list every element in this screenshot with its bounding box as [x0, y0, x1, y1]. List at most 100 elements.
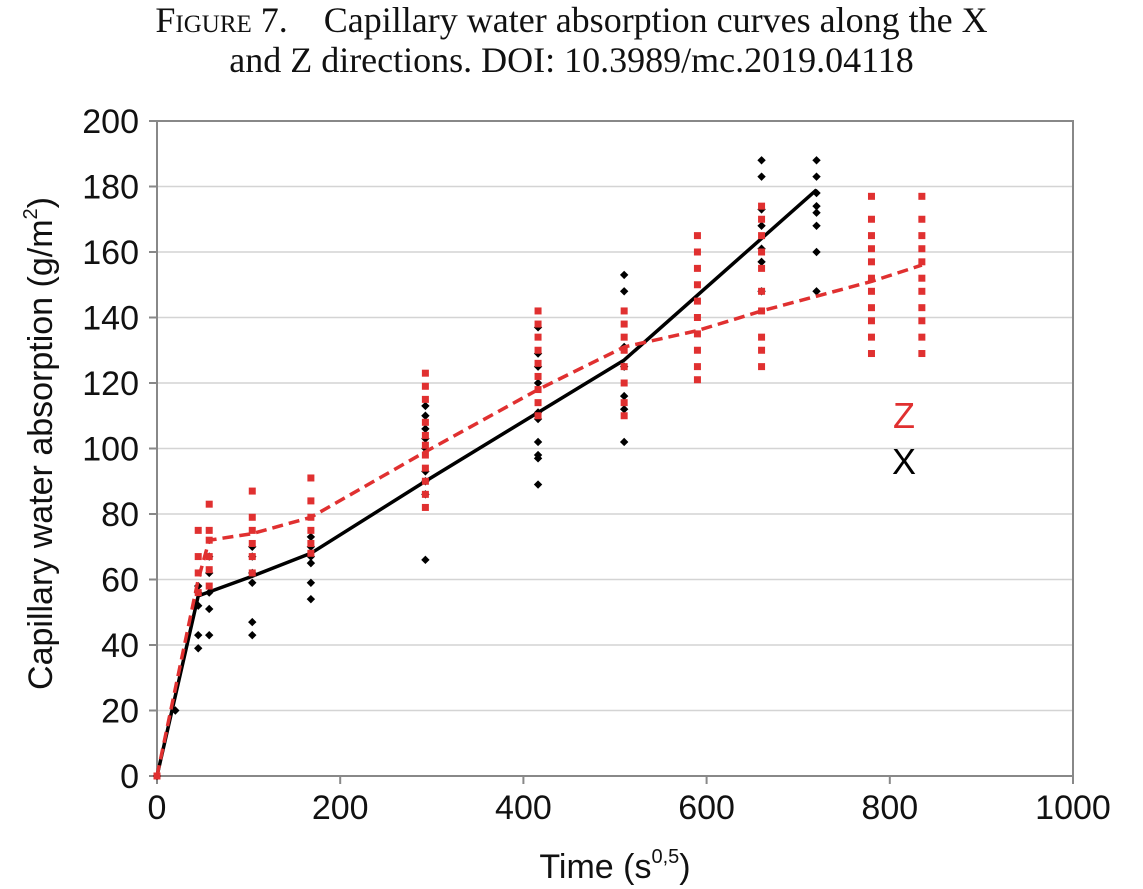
- x-data-point: [306, 558, 316, 568]
- x-data-point: [812, 172, 821, 181]
- z-data-point: [205, 582, 213, 590]
- z-data-point: [421, 451, 429, 459]
- z-data-point: [194, 526, 202, 534]
- z-data-point: [693, 297, 701, 305]
- series-x-line: [155, 188, 818, 777]
- z-data-point: [620, 346, 628, 354]
- z-data-point: [693, 346, 701, 354]
- z-data-point: [534, 346, 542, 354]
- z-data-point: [421, 431, 429, 439]
- x-data-point: [812, 156, 821, 165]
- x-data-point: [533, 450, 543, 460]
- z-data-point: [620, 412, 628, 420]
- x-data-point: [306, 578, 316, 587]
- z-data-point: [918, 304, 926, 312]
- z-data-point: [620, 363, 628, 371]
- z-data-point: [918, 215, 926, 223]
- z-data-point: [867, 232, 875, 240]
- z-data-point: [867, 304, 875, 312]
- figure-caption: Figure 7. Capillary water absorption cur…: [0, 0, 1143, 80]
- z-data-point: [867, 245, 875, 253]
- z-data-point: [421, 382, 429, 390]
- y-tick-label: 80: [101, 496, 139, 534]
- x-data-point: [812, 287, 821, 296]
- z-data-point: [693, 363, 701, 371]
- z-data-point: [918, 258, 926, 266]
- x-data-point: [619, 405, 629, 414]
- z-data-point: [693, 314, 701, 321]
- z-data-point: [758, 202, 766, 210]
- x-tick-label: 600: [678, 789, 735, 827]
- z-data-point: [867, 192, 875, 200]
- x-data-point: [757, 257, 766, 267]
- y-tick-label: 0: [120, 758, 139, 796]
- x-tick-label: 800: [861, 789, 918, 827]
- z-data-point: [758, 307, 766, 315]
- x-data-point: [421, 424, 430, 434]
- z-data-point: [248, 513, 256, 521]
- x-axis-label-close: ): [679, 848, 690, 886]
- z-data-point: [534, 333, 542, 341]
- legend: ZX: [892, 395, 916, 482]
- y-tick-label: 180: [82, 169, 139, 207]
- gridlines: [157, 185, 1073, 712]
- x-data-point: [421, 401, 430, 411]
- z-data-point: [421, 441, 429, 449]
- y-tick-label: 20: [101, 693, 139, 731]
- series-layer: [152, 156, 926, 781]
- x-data-point: [619, 287, 629, 296]
- series-z: [153, 192, 926, 780]
- z-data-point: [307, 549, 315, 557]
- z-data-point: [758, 264, 766, 272]
- x-data-point: [812, 208, 821, 217]
- z-data-point: [205, 553, 213, 561]
- z-data-point: [758, 346, 766, 354]
- z-data-point: [620, 307, 628, 315]
- z-data-point: [534, 320, 542, 328]
- y-axis-label: Capillary water absorption (g/m2): [20, 197, 60, 690]
- z-data-point: [918, 192, 926, 200]
- x-data-point: [248, 578, 257, 587]
- x-data-point: [757, 156, 766, 165]
- z-data-point: [248, 553, 256, 561]
- x-data-point: [757, 172, 766, 181]
- z-data-point: [758, 333, 766, 341]
- z-data-point: [758, 287, 766, 295]
- y-tick-label: 160: [82, 234, 139, 272]
- z-data-point: [867, 258, 875, 266]
- x-data-point: [812, 188, 821, 198]
- x-data-point: [306, 532, 316, 542]
- z-data-point: [307, 526, 315, 534]
- z-data-point: [307, 474, 315, 482]
- z-data-point: [205, 500, 213, 508]
- z-data-point: [421, 490, 429, 498]
- z-data-point: [918, 287, 926, 295]
- z-data-point: [620, 379, 628, 387]
- z-data-point: [421, 464, 429, 472]
- caption-text-1: Capillary water absorption curves along …: [323, 0, 988, 40]
- y-tick-label: 200: [82, 103, 139, 141]
- x-data-point: [812, 247, 821, 257]
- x-data-point: [533, 480, 543, 489]
- z-data-point: [693, 376, 701, 384]
- caption-text-2: and Z directions. DOI: 10.3989/mc.2019.0…: [229, 40, 914, 80]
- z-data-point: [918, 333, 926, 341]
- caption-line-1: Figure 7. Capillary water absorption cur…: [0, 0, 1143, 40]
- x-data-point: [194, 630, 203, 640]
- z-data-point: [421, 418, 429, 426]
- figure-label: Figure 7.: [155, 0, 288, 40]
- x-data-point: [757, 221, 766, 230]
- z-data-point: [534, 412, 542, 420]
- x-tick-label: 0: [148, 789, 167, 827]
- z-data-point: [421, 503, 429, 511]
- x-data-point: [619, 437, 629, 447]
- z-data-point: [307, 539, 315, 547]
- z-data-point: [867, 317, 875, 325]
- z-data-point: [307, 497, 315, 505]
- x-data-point: [812, 201, 821, 211]
- z-data-point: [534, 386, 542, 394]
- z-data-point: [205, 526, 213, 534]
- z-data-point: [693, 248, 701, 256]
- z-data-point: [248, 539, 256, 547]
- z-data-point: [758, 248, 766, 256]
